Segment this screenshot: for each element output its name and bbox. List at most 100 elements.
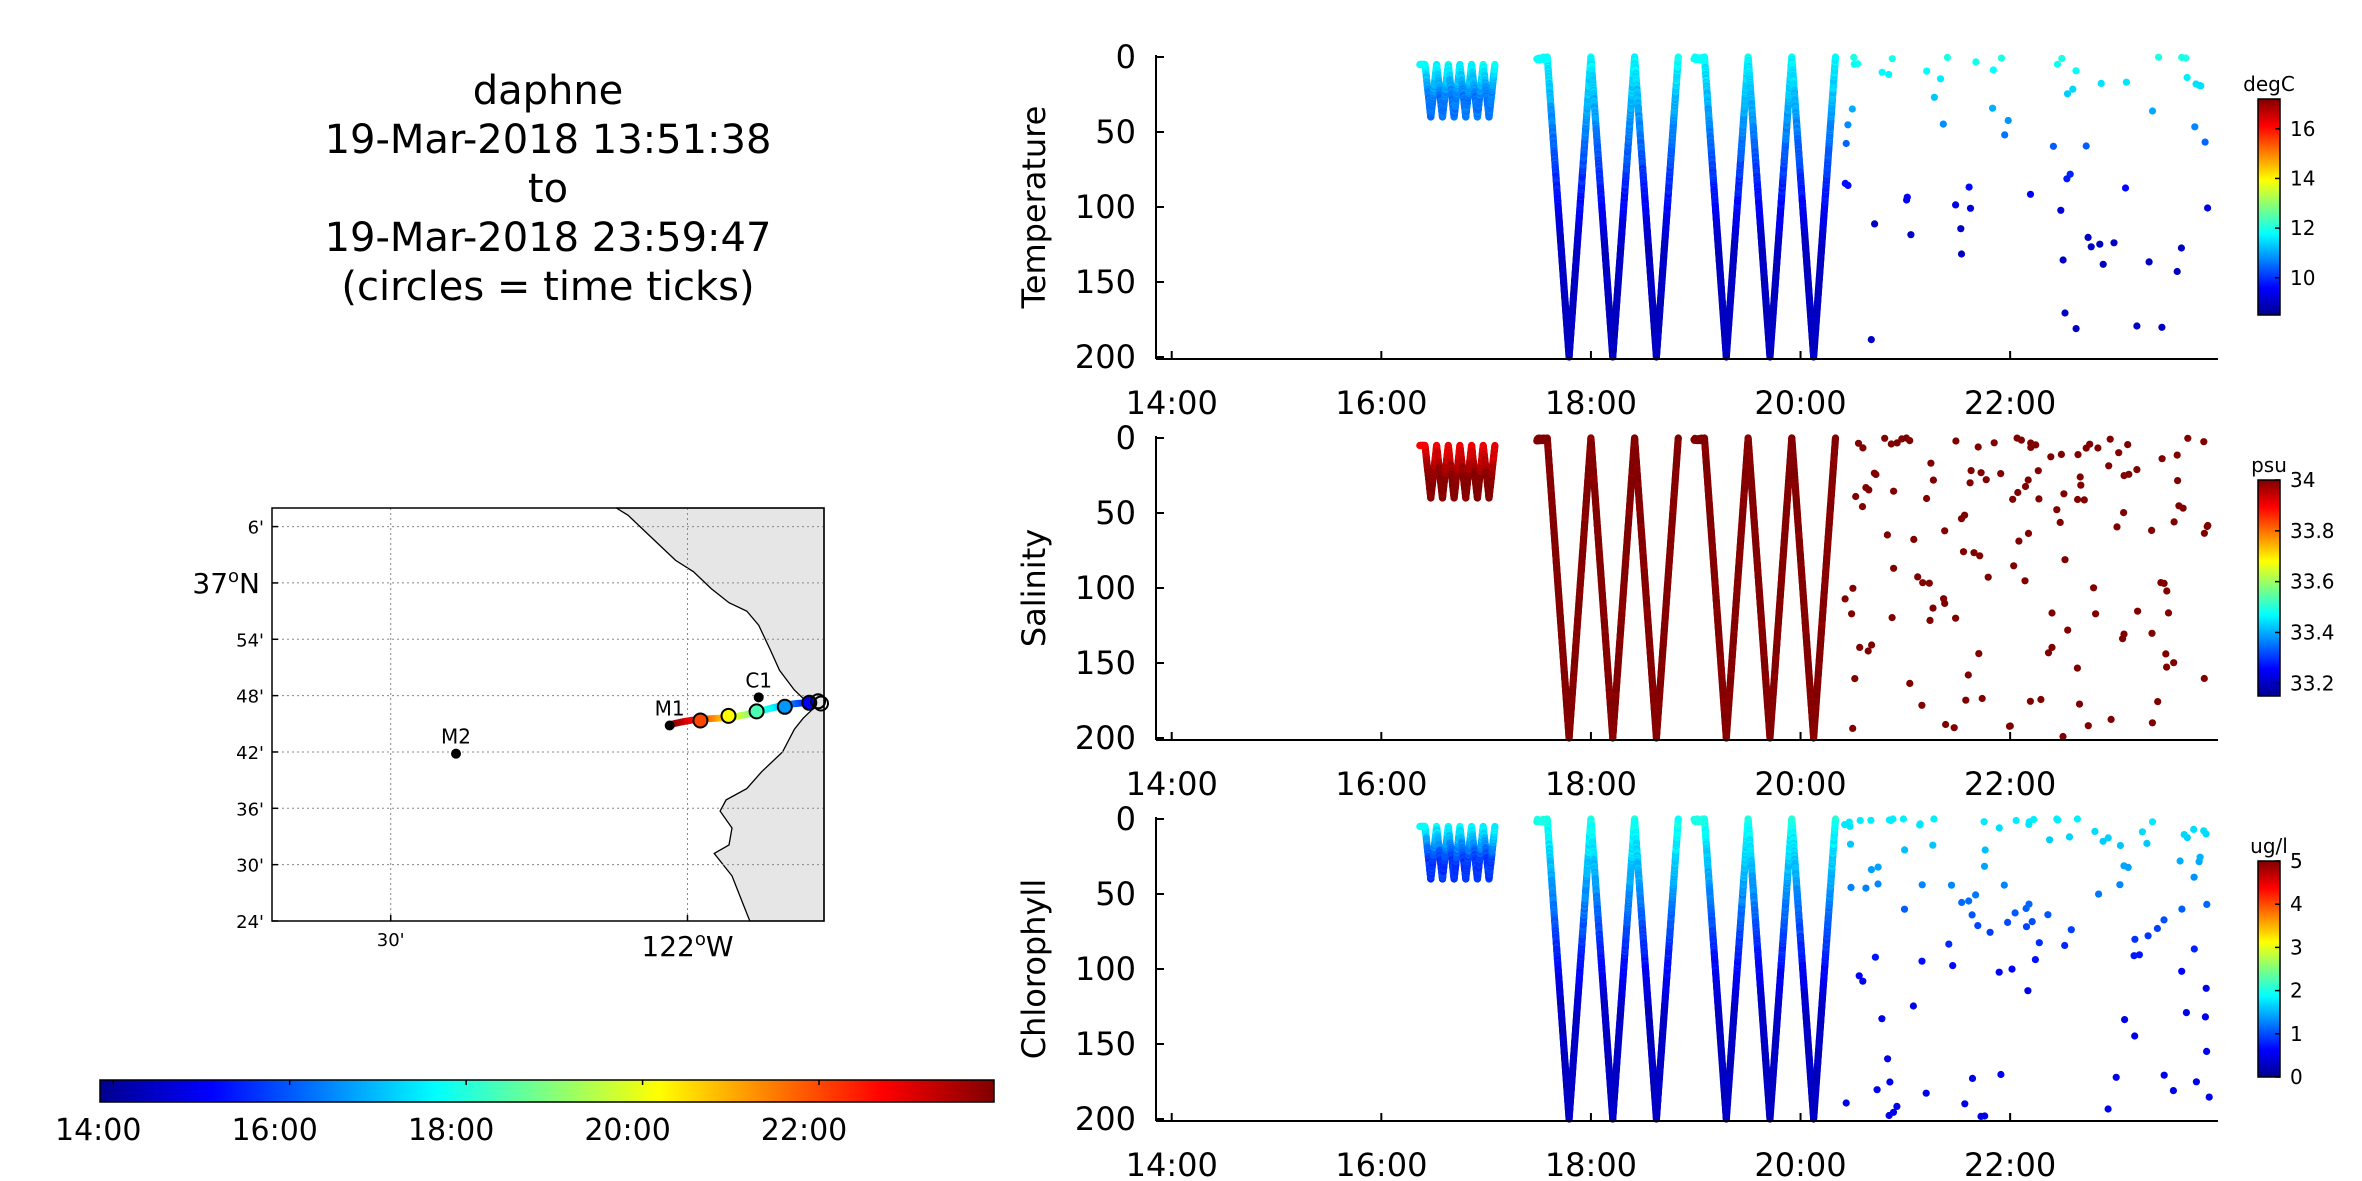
mooring-label: M1 [655,696,685,720]
time-colorbar-label: 16:00 [231,1113,317,1148]
data-point [2049,142,2057,150]
data-point [2097,79,2105,87]
x-tick-label: 18:00 [1545,384,1637,422]
data-point [1966,204,1975,212]
mooring-marker [451,748,461,759]
y-tick-label: 100 [1075,188,1136,226]
data-point [2096,240,2104,248]
data-point [2145,258,2153,266]
data-point [1491,441,1499,450]
data-point [2058,54,2066,63]
title-line-5: (circles = time ticks) [341,264,754,310]
data-point [1989,66,1997,74]
x-tick-label: 14:00 [1126,384,1218,422]
data-point [1543,55,1551,64]
data-point [2173,267,2181,276]
lon-tick-label: 122oW [641,929,733,963]
data-point [1700,54,1708,62]
mooring-marker [664,720,675,731]
data-point [2026,190,2035,198]
colorbar-tick-label: 12 [2290,216,2315,240]
data-point [2133,322,2141,330]
data-point [2183,73,2191,82]
data-point [2059,256,2067,264]
data-point [1952,201,1960,209]
data-point [1965,183,1973,191]
data-point [1867,336,1875,344]
y-tick-label: 0 [1116,38,1136,76]
time-colorbar-label: 20:00 [584,1113,670,1148]
data-point [1844,121,1852,129]
data-point [1943,53,1951,62]
x-tick-label: 16:00 [1335,384,1427,422]
x-tick-label: 22:00 [1964,384,2056,422]
data-point [2072,325,2080,333]
time-tick-circle [692,712,709,729]
data-point [1903,196,1911,204]
data-point [1848,105,1856,113]
data-point [2084,233,2092,241]
data-point [2204,204,2212,212]
data-point [2063,175,2071,183]
data-point [2148,107,2157,115]
data-point [1871,220,1879,228]
data-point [1936,75,1945,83]
data-point [1421,60,1429,69]
colorbar-tick-label: 14 [2290,166,2315,190]
data-point [2201,138,2209,146]
figure-title: daphne 19-Mar-2018 13:51:38 to 19-Mar-20… [325,68,772,310]
y-tick-label: 200 [1075,338,1136,376]
lat-tick-label: 6' [248,518,264,539]
data-point [2155,53,2163,61]
time-tick-circle [720,707,737,724]
data-points [1416,53,2212,361]
x-tick-label: 20:00 [1754,384,1846,422]
data-point [2110,239,2118,247]
data-point [1888,55,1896,63]
time-colorbar: 14:00 16:00 18:00 20:00 22:00 [55,1079,995,1148]
data-point [1997,54,2006,62]
coastline [615,507,825,922]
data-point [1421,441,1429,450]
data-point [1854,60,1862,68]
title-line-2: 19-Mar-2018 13:51:38 [325,117,772,163]
time-colorbar-label: 14:00 [55,1113,141,1148]
lat-tick-label: 42' [236,743,264,764]
data-point [2122,78,2130,86]
data-point [2182,54,2190,62]
data-point [1957,225,1965,233]
data-point [2191,123,2199,131]
mooring-label: M2 [441,725,471,749]
time-tick-circle [776,698,793,715]
data-point [1885,70,1893,79]
map-frame [271,507,825,922]
y-axis-label: Temperature [1015,106,1053,310]
y-tick-label: 150 [1075,263,1136,301]
data-point [1907,231,1915,239]
lat-tick-label: 36' [236,799,264,820]
time-tick-circle [810,693,827,710]
data-point [2087,243,2095,251]
data-point [2177,244,2185,252]
data-point [2121,184,2130,192]
data-point [2001,131,2009,139]
data-point [2082,142,2090,150]
time-tick-circle [748,703,765,720]
data-point [2072,67,2080,75]
time-tick-circle [813,695,829,712]
title-line-1: daphne [473,68,624,114]
lat-tick-label: 24' [236,912,264,933]
lat-tick-label: 30' [236,856,264,877]
time-colorbar-label: 18:00 [408,1113,494,1148]
time-colorbar-label: 22:00 [761,1113,847,1148]
data-point [1831,53,1840,61]
time-colorbar-bar [99,1079,995,1103]
data-point [2061,309,2069,317]
data-point [1939,120,1947,128]
data-point [1972,58,1980,66]
